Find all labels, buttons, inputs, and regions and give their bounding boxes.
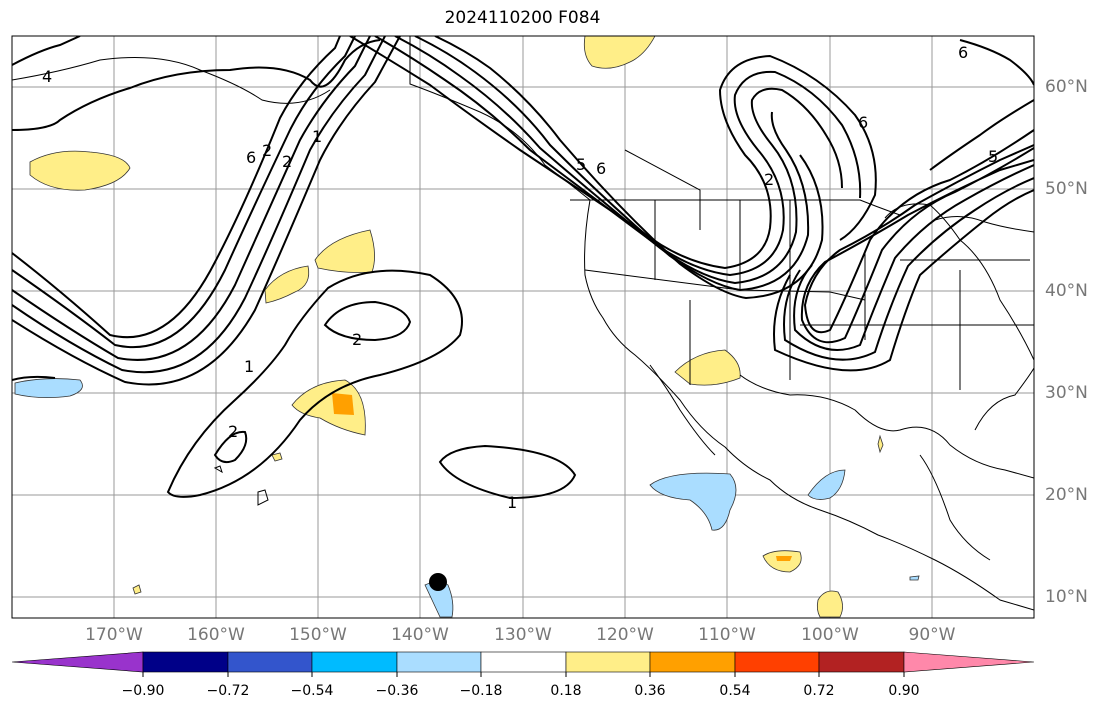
anomaly-fills: [14, 36, 920, 618]
contour-label: 1: [507, 493, 517, 512]
lon-label: 110°W: [698, 625, 756, 645]
lat-label: 60°N: [1045, 77, 1088, 97]
map-title: 2024110200 F084: [444, 8, 601, 28]
colorbar-tick-label: 0.54: [719, 683, 751, 699]
lon-label: 140°W: [391, 625, 449, 645]
colorbar-tick-label: −0.72: [206, 683, 250, 699]
contour-label: 5: [576, 155, 586, 174]
lat-label: 40°N: [1045, 281, 1088, 301]
storm-center-marker: [429, 573, 447, 591]
contour-label: 2: [282, 152, 292, 171]
lat-label: 50°N: [1045, 179, 1088, 199]
lat-label: 30°N: [1045, 383, 1088, 403]
contour-label: 6: [596, 159, 606, 178]
map-gridlines: [12, 36, 1034, 618]
colorbar-tick-label: −0.90: [121, 683, 165, 699]
colorbar-tick-label: 0.90: [888, 683, 920, 699]
contour-label: 2: [352, 330, 362, 349]
colorbar-tick-label: −0.36: [375, 683, 419, 699]
coastlines: [12, 36, 1034, 611]
colorbar-tick-label: 0.18: [550, 683, 582, 699]
colorbar-tick-label: −0.54: [290, 683, 334, 699]
lon-label: 170°W: [85, 625, 143, 645]
contour-label: 2: [764, 170, 774, 189]
map-frame: [11, 35, 1035, 619]
contour-label: 2: [228, 422, 238, 441]
lat-label: 20°N: [1045, 485, 1088, 505]
lon-label: 120°W: [596, 625, 654, 645]
contour-lines: [12, 36, 1034, 500]
colorbar-tick-label: −0.18: [459, 683, 503, 699]
contour-label: 1: [244, 357, 254, 376]
contour-label: 2: [262, 141, 272, 160]
contour-label: 1: [312, 127, 322, 146]
contour-label: 6: [246, 148, 256, 167]
lon-label: 90°W: [908, 625, 956, 645]
colorbar: [11, 651, 1035, 673]
lon-label: 150°W: [289, 625, 347, 645]
contour-label: 6: [958, 43, 968, 62]
lat-label: 10°N: [1045, 587, 1088, 607]
contour-label: 5: [988, 147, 998, 166]
colorbar-tick-label: 0.72: [803, 683, 835, 699]
lon-label: 100°W: [801, 625, 859, 645]
colorbar-tick-label: 0.36: [634, 683, 666, 699]
contour-label-group: 4 1 2 1 2 1 2 2 6 6 5 6 2 5 6: [42, 43, 998, 512]
lon-label: 160°W: [187, 625, 245, 645]
contour-label: 4: [42, 67, 52, 86]
contour-label: 6: [858, 113, 868, 132]
lon-label: 130°W: [494, 625, 552, 645]
